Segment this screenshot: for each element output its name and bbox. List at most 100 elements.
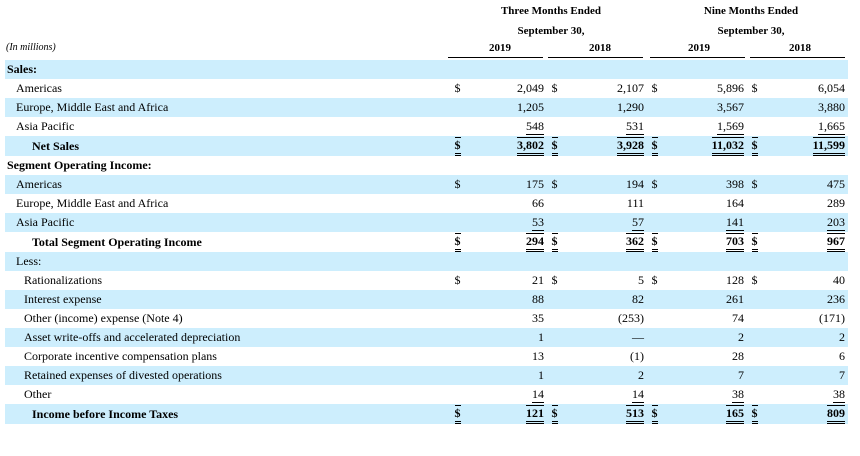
value-cell: 703 (662, 232, 747, 252)
value-cell: 2,049 (517, 81, 544, 95)
value-cell (562, 156, 647, 175)
value-cell: 1 (465, 328, 547, 347)
value-cell: 1,205 (465, 98, 547, 117)
value-cell (562, 60, 647, 79)
row-label: Americas (16, 81, 62, 95)
value-cell: 513 (562, 404, 647, 424)
units-label: (In millions) (6, 42, 56, 53)
value-cell: 475 (762, 175, 848, 194)
currency-symbol: $ (747, 175, 762, 194)
value-cell: 175 (465, 175, 547, 194)
currency-symbol (450, 213, 465, 232)
table-row: Europe, Middle East and Africa 1,205 1,290… (5, 98, 848, 117)
row-label: Income before Income Taxes (5, 404, 450, 424)
currency-symbol (450, 328, 465, 347)
value-cell (662, 252, 747, 271)
value-cell (762, 156, 848, 175)
currency-symbol (747, 347, 762, 366)
currency-symbol (747, 60, 762, 79)
currency-symbol (647, 156, 662, 175)
currency-symbol (547, 385, 562, 404)
value-cell: 88 (465, 290, 547, 309)
currency-symbol (647, 213, 662, 232)
currency-symbol (547, 213, 562, 232)
table-row: Interest expense 88 82 261 236 (5, 290, 848, 309)
value-cell: 74 (732, 311, 744, 325)
value-cell: 128 (726, 273, 744, 287)
currency-symbol (747, 213, 762, 232)
currency-symbol (450, 366, 465, 385)
currency-symbol (747, 309, 762, 328)
currency-symbol: $ (647, 175, 662, 194)
table-row: Asia Pacific 548 531 1,569 1,665 (5, 117, 848, 136)
currency-symbol (747, 385, 762, 404)
row-label: Europe, Middle East and Africa (5, 98, 450, 117)
currency-symbol (747, 117, 762, 136)
currency-symbol (450, 117, 465, 136)
value-cell: 35 (532, 311, 544, 325)
value-cell: 14 (532, 387, 544, 403)
currency-symbol (647, 328, 662, 347)
year-header: 2019 (688, 42, 710, 54)
value-cell: 289 (827, 196, 845, 210)
nine-months-header: Nine Months Ended (703, 5, 799, 17)
column-rule (448, 57, 543, 58)
currency-symbol (450, 156, 465, 175)
value-cell: 164 (726, 196, 744, 210)
value-cell: 82 (562, 290, 647, 309)
row-label: Rationalizations (24, 273, 102, 287)
currency-symbol (450, 252, 465, 271)
nine-months-date: September 30, (717, 25, 785, 37)
table-row: Europe, Middle East and Africa 66 111 164 28… (5, 194, 848, 213)
value-cell: 1,665 (818, 119, 845, 135)
currency-symbol: $ (547, 232, 562, 252)
value-cell (465, 252, 547, 271)
value-cell (662, 60, 747, 79)
value-cell: (253) (618, 311, 644, 325)
value-cell: 362 (562, 232, 647, 252)
currency-symbol: $ (551, 81, 558, 95)
row-label: Segment Operating Income: (7, 158, 152, 172)
currency-symbol (450, 60, 465, 79)
currency-symbol: $ (647, 136, 662, 156)
value-cell: 1 (465, 366, 547, 385)
currency-symbol: $ (450, 175, 465, 194)
year-header: 2019 (489, 42, 511, 54)
row-label: Americas (5, 175, 450, 194)
table-row: Net Sales $3,802 $3,928 $11,032 $11,599 (5, 136, 848, 156)
year-header: 2018 (789, 42, 811, 54)
value-cell: 6 (839, 349, 845, 363)
currency-symbol: $ (647, 232, 662, 252)
value-cell: 11,599 (762, 136, 848, 156)
value-cell: 236 (762, 290, 848, 309)
currency-symbol (747, 328, 762, 347)
table-row: Total Segment Operating Income $294 $362 $7… (5, 232, 848, 252)
currency-symbol (450, 309, 465, 328)
value-cell: 66 (532, 196, 544, 210)
currency-symbol (747, 156, 762, 175)
table-row: Retained expenses of divested operations… (5, 366, 848, 385)
row-label: Asia Pacific (5, 213, 450, 232)
value-cell (762, 60, 848, 79)
value-cell: 531 (626, 119, 644, 135)
value-cell: 7 (762, 366, 848, 385)
value-cell: 38 (732, 387, 744, 403)
currency-symbol: $ (547, 175, 562, 194)
currency-symbol (547, 98, 562, 117)
currency-symbol: $ (450, 404, 465, 424)
currency-symbol: $ (551, 273, 558, 287)
value-cell: 7 (662, 366, 747, 385)
value-cell: 2 (562, 366, 647, 385)
row-label: Other (income) expense (Note 4) (24, 311, 183, 325)
table-row: Asset write-offs and accelerated depreci… (5, 328, 848, 347)
table-row: Income before Income Taxes $121 $513 $165 $8… (5, 404, 848, 424)
currency-symbol (450, 290, 465, 309)
value-cell: 6,054 (818, 81, 845, 95)
year-header: 2018 (589, 42, 611, 54)
value-cell: 11,032 (662, 136, 747, 156)
table-row: Other (income) expense (Note 4) 35 (253) 74… (5, 309, 848, 328)
value-cell: 3,567 (662, 98, 747, 117)
currency-symbol (647, 309, 662, 328)
value-cell: 548 (526, 119, 544, 135)
currency-symbol: $ (547, 404, 562, 424)
